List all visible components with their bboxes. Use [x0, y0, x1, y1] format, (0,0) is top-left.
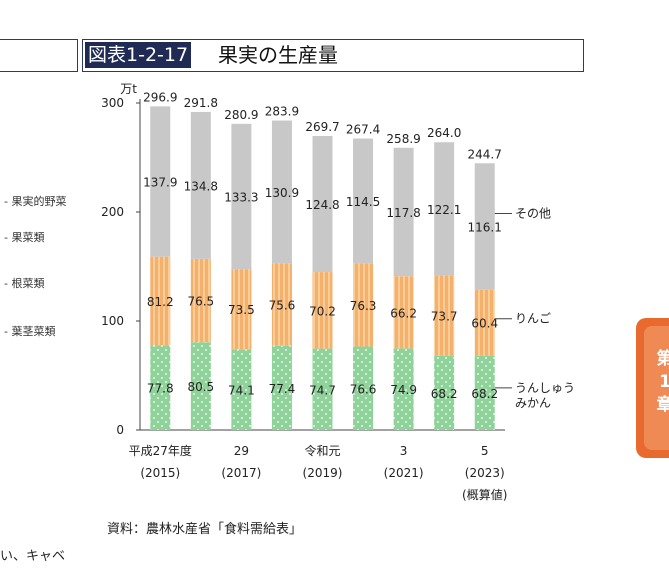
bar-data-label: 116.1 [468, 221, 502, 235]
bar-data-label: 134.8 [184, 179, 218, 193]
x-tick-label-year: (2023) [465, 466, 505, 480]
bar-segment [353, 138, 374, 264]
bar-segment [271, 120, 292, 264]
bar-data-label: 68.2 [471, 387, 498, 401]
y-axis-unit: 万t [120, 82, 137, 96]
chapter-side-tab[interactable]: 第 1 章 [636, 318, 669, 458]
bar-data-label: 70.2 [309, 304, 336, 318]
bar-data-label: 74.7 [309, 383, 336, 397]
series-label: りんご [515, 311, 551, 326]
bar-segment [150, 345, 171, 430]
bar-segment [312, 272, 333, 349]
series-label: みかん [515, 396, 551, 410]
bar-data-label: 73.7 [431, 309, 458, 323]
bar-segment [312, 136, 333, 273]
left-label-item: - 果実的野菜 [4, 195, 67, 208]
x-tick-label: 29 [234, 444, 249, 458]
x-tick-label-note: (概算値) [462, 487, 507, 502]
bar-data-label: 117.8 [386, 206, 420, 220]
x-tick-label-year: (2015) [140, 466, 180, 480]
x-tick-label: 令和元 [304, 443, 340, 458]
bar-total-label: 280.9 [224, 108, 258, 122]
bar-segment [474, 289, 495, 356]
chapter-tab-inner [644, 326, 669, 450]
bar-data-label: 77.8 [147, 382, 174, 396]
figure-number: 図表1-2-17 [85, 42, 192, 68]
bar-segment [353, 263, 374, 347]
bar-segment [474, 163, 495, 290]
y-tick-label: 300 [101, 96, 124, 110]
bar-data-label: 75.6 [269, 298, 296, 312]
bar-data-label: 80.5 [187, 380, 214, 394]
bar-data-label: 133.3 [224, 190, 258, 204]
bar-segment [231, 349, 252, 430]
bar-segment [434, 142, 455, 276]
bar-data-label: 114.5 [346, 195, 380, 209]
source-note: 資料：農林水産省「食料需給表」 [107, 522, 303, 537]
bar-total-label: 291.8 [184, 96, 218, 110]
y-tick-label: 0 [116, 423, 124, 437]
bar-data-label: 76.3 [350, 299, 377, 313]
series-label: うんしゅう [515, 381, 575, 395]
bar-segment [271, 263, 292, 346]
bar-segment [393, 147, 414, 277]
figure-title-box: 図表1-2-17 果実の生産量 [82, 39, 584, 72]
bar-segment [190, 342, 211, 430]
left-label-item: - 根菜類 [4, 277, 45, 290]
bar-segment [231, 269, 252, 350]
bar-total-label: 296.9 [143, 90, 177, 104]
left-label-item: - 果菜類 [4, 231, 45, 244]
bar-data-label: 73.5 [228, 303, 255, 317]
bar-data-label: 130.9 [265, 186, 299, 200]
bar-data-label: 68.2 [431, 387, 458, 401]
left-title-rule [0, 39, 78, 72]
bar-data-label: 74.9 [390, 383, 417, 397]
x-tick-label-year: (2021) [384, 466, 424, 480]
bar-data-label: 137.9 [143, 176, 177, 190]
bar-segment [434, 275, 455, 356]
bar-segment [190, 111, 211, 259]
bar-data-label: 77.4 [269, 382, 296, 396]
x-tick-label: 3 [400, 444, 408, 458]
figure-title: 果実の生産量 [218, 43, 338, 67]
bar-segment [353, 346, 374, 430]
x-tick-label-year: (2019) [303, 466, 343, 480]
y-tick-label: 200 [101, 205, 124, 219]
body-text-fragment: い、キャベ [0, 549, 66, 564]
bar-total-label: 258.9 [386, 132, 420, 146]
bar-segment [393, 276, 414, 349]
bar-segment [150, 256, 171, 346]
x-tick-label: 平成27年度 [129, 443, 192, 458]
series-label: その他 [515, 207, 551, 221]
bar-segment [271, 345, 292, 430]
bar-data-label: 124.8 [305, 198, 339, 212]
bar-data-label: 122.1 [427, 203, 461, 217]
bar-segment [393, 348, 414, 430]
chapter-label: 第 1 章 [656, 349, 669, 415]
y-tick-label: 100 [101, 314, 124, 328]
bar-segment [474, 355, 495, 430]
bar-data-label: 76.5 [187, 295, 214, 309]
bar-segment [312, 348, 333, 430]
x-tick-label: 5 [481, 444, 489, 458]
stacked-bar-chart: 万t 0 100 200 300 77.8 81.2 137.9 296.9 80.5 76.5 13… [101, 82, 575, 502]
bar-data-label: 66.2 [390, 306, 417, 320]
bar-segment [231, 123, 252, 270]
bar-data-label: 81.2 [147, 295, 174, 309]
bar-segment [150, 106, 171, 257]
bar-segment [434, 355, 455, 430]
bar-total-label: 269.7 [305, 120, 339, 134]
bar-data-label: 74.1 [228, 384, 255, 398]
bar-total-label: 264.0 [427, 126, 461, 140]
bar-total-label: 267.4 [346, 123, 380, 137]
bar-total-label: 244.7 [468, 147, 502, 161]
bar-segment [190, 258, 211, 343]
bar-data-label: 60.4 [471, 317, 498, 331]
bar-data-label: 76.6 [350, 382, 377, 396]
x-tick-label-year: (2017) [221, 466, 261, 480]
bar-total-label: 283.9 [265, 105, 299, 119]
left-label-item: - 葉茎菜類 [4, 325, 56, 338]
